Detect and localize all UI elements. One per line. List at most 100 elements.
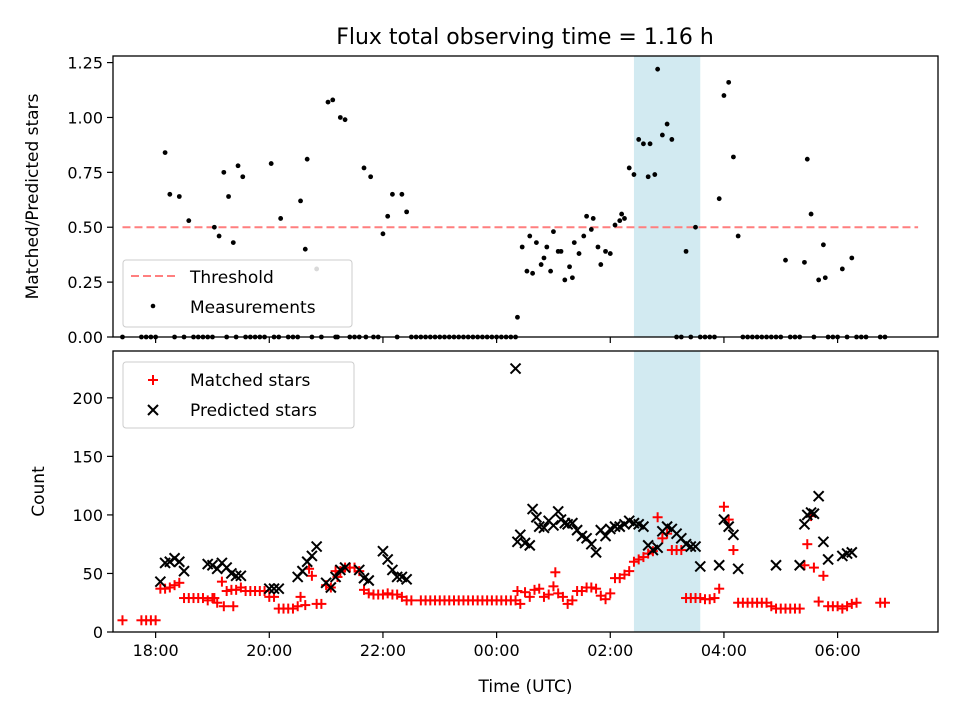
- measurement-point: [342, 117, 348, 123]
- count-panel: 18:00 20:00 22:00 00:00 02:00 04:00 06:00 0 50 1…: [29, 350, 939, 697]
- predicted-star-point: [846, 546, 858, 559]
- predicted-star-point: [547, 519, 560, 532]
- legend: Matched stars Predicted stars: [122, 361, 355, 429]
- predicted-star-point: [689, 540, 702, 553]
- predicted-star-point: [530, 511, 543, 523]
- measurement-point: [716, 196, 722, 202]
- matched-star-point: [813, 596, 824, 607]
- matched-star-point: [382, 588, 393, 599]
- measurement-point: [588, 227, 594, 232]
- y-tick-label: 100: [72, 506, 103, 525]
- predicted-star-point: [585, 538, 598, 550]
- predicted-star-point: [235, 570, 247, 582]
- legend-box: [122, 259, 353, 328]
- matched-star-point: [216, 576, 227, 587]
- plot-frame: [112, 55, 939, 338]
- measurement-point: [519, 244, 525, 250]
- measurement-point: [631, 172, 637, 177]
- measurement-point: [380, 231, 386, 237]
- predicted-star-point: [770, 559, 782, 571]
- measurement-point: [567, 264, 572, 270]
- measurement-point: [636, 137, 642, 142]
- measurement-point: [527, 233, 533, 239]
- predicted-star-point: [732, 563, 744, 575]
- measurement-point: [524, 268, 530, 274]
- measurement-point: [548, 268, 554, 274]
- predicted-star-point: [514, 529, 526, 541]
- y-axis-ticks: 0.00 0.25 0.50 0.75 1.00 1.25: [67, 54, 113, 347]
- measurement-point: [533, 240, 539, 246]
- matched-star-point: [808, 562, 819, 573]
- predicted-star-point: [377, 545, 389, 557]
- matched-star-point: [550, 567, 561, 578]
- matched-star-point: [150, 615, 161, 626]
- predicted-star-point: [339, 561, 351, 574]
- predicted-star-point: [381, 553, 394, 566]
- x-axis-ticks: 18:00 20:00 22:00 00:00 02:00 04:00 06:00: [133, 632, 861, 660]
- matched-star-point: [695, 593, 706, 604]
- measurement-point: [693, 224, 698, 230]
- measurement-point: [551, 229, 556, 235]
- predicted-star-point: [817, 536, 830, 548]
- legend-x-marker: [147, 404, 159, 416]
- predicted-star-point: [794, 559, 806, 571]
- predicted-star-point: [694, 560, 706, 573]
- predicted-star-point: [391, 571, 403, 583]
- measurement-point: [216, 233, 222, 239]
- y-tick-label: 0.50: [67, 218, 103, 237]
- predicted-star-point: [812, 490, 825, 502]
- x-tick-label: 18:00: [133, 641, 179, 660]
- predicted-star-point: [296, 565, 309, 577]
- x-tick-label: 02:00: [587, 641, 633, 660]
- measurement-point: [652, 172, 658, 177]
- predicted-star-point: [808, 508, 820, 520]
- predicted-star-point: [400, 573, 413, 586]
- x-tick-label: 22:00: [360, 641, 406, 660]
- predicted-star-point: [263, 582, 275, 595]
- measurement-point: [598, 262, 604, 267]
- matched-star-point: [728, 545, 739, 556]
- predicted-star-point: [173, 556, 186, 568]
- predicted-star-point: [718, 513, 730, 526]
- observing-window-highlight: [633, 351, 701, 632]
- predicted-star-point: [363, 574, 375, 587]
- predicted-star-point: [713, 559, 725, 571]
- measurement-point: [304, 156, 310, 162]
- matched-star-point: [292, 601, 303, 612]
- legend-predicted-swatch: [147, 404, 159, 416]
- measurement-point: [645, 174, 651, 180]
- plot-frame: [112, 350, 939, 633]
- measurement-point: [783, 257, 788, 263]
- predicted-star-point: [651, 541, 664, 554]
- observing-window-highlight: [633, 56, 701, 337]
- matched-star-points: [117, 501, 890, 626]
- legend-box: [122, 361, 355, 429]
- measurement-point: [558, 248, 564, 254]
- matched-star-point: [591, 583, 602, 594]
- matched-star-point: [406, 595, 417, 606]
- measurement-point: [590, 216, 596, 221]
- predicted-star-point: [590, 546, 602, 559]
- measurement-point: [584, 213, 589, 219]
- measurement-point: [515, 314, 520, 320]
- predicted-star-point: [685, 540, 697, 553]
- measurement-point: [626, 165, 632, 171]
- predicted-star-points: [154, 362, 858, 595]
- matched-star-point: [548, 581, 559, 592]
- measurement-point: [612, 222, 618, 228]
- predicted-star-point: [325, 581, 337, 594]
- measurement-point: [385, 213, 391, 219]
- measurement-point: [804, 156, 810, 162]
- x-axis-label: Time (UTC): [478, 677, 573, 697]
- measurement-point: [576, 251, 582, 256]
- matched-star-point: [851, 597, 862, 608]
- predicted-star-point: [353, 564, 365, 576]
- matched-star-point: [714, 583, 725, 594]
- matched-star-point: [529, 584, 540, 595]
- matched-star-point: [600, 594, 611, 605]
- measurement-point: [368, 174, 374, 180]
- matched-star-point: [557, 591, 568, 602]
- measurement-point: [581, 233, 587, 239]
- measurement-point: [617, 218, 623, 224]
- matched-star-point: [879, 597, 890, 608]
